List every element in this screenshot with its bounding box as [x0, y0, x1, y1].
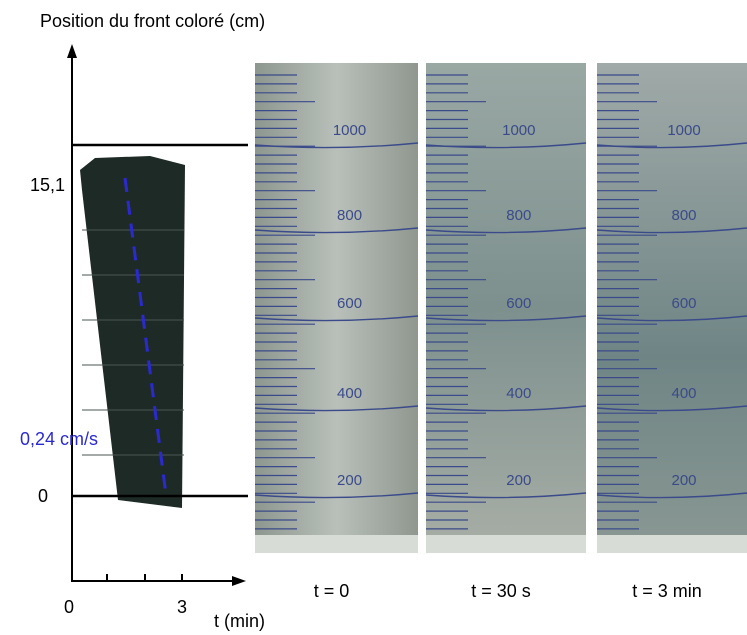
space-time-diagram: [80, 156, 185, 508]
graduation-label: 600: [506, 295, 531, 312]
diagram-lines: [82, 229, 184, 456]
major-graduation: [254, 227, 419, 234]
major-graduation: [425, 315, 587, 322]
major-graduation: [254, 142, 419, 149]
cylinder-bottom: [597, 535, 747, 553]
velocity-line: [123, 177, 168, 496]
graduation-label: 200: [337, 472, 362, 489]
cylinder-bottom: [255, 535, 418, 553]
major-graduation: [254, 492, 419, 499]
photo-caption: t = 3 min: [632, 581, 702, 601]
y-axis-label: Position du front coloré (cm): [40, 11, 265, 31]
y-arrow: [67, 44, 77, 58]
major-graduation: [596, 492, 747, 499]
x-arrow: [232, 576, 246, 586]
graduation-label: 1000: [502, 122, 535, 139]
photo-caption: t = 0: [314, 581, 350, 601]
major-graduation: [596, 405, 747, 412]
cylinder-bottom: [426, 535, 586, 553]
photo-caption: t = 30 s: [471, 581, 531, 601]
graduation-label: 1000: [667, 122, 700, 139]
graduation-label: 200: [506, 472, 531, 489]
x-tick-label: 0: [64, 597, 74, 617]
major-graduation: [425, 492, 587, 499]
major-graduation: [596, 142, 747, 149]
y-tick-label: 15,1: [30, 175, 65, 195]
graduation-label: 800: [337, 207, 362, 224]
major-graduation: [254, 405, 419, 412]
x-axis-label: t (min): [214, 611, 265, 631]
major-graduation: [425, 227, 587, 234]
graduation-label: 800: [506, 207, 531, 224]
graduation-label: 400: [671, 385, 696, 402]
graduation-label: 600: [337, 295, 362, 312]
annotation: 0,24 cm/s: [20, 429, 98, 449]
graduation-label: 1000: [333, 122, 366, 139]
graduation-label: 600: [671, 295, 696, 312]
major-graduation: [596, 227, 747, 234]
major-graduation: [425, 405, 587, 412]
major-graduation: [596, 315, 747, 322]
x-tick-label: 3: [177, 597, 187, 617]
photos: 1000 800 600 400 200 t = 0 1000 800 600 400 200 t =…: [254, 63, 747, 601]
y-tick-label: 0: [38, 486, 48, 506]
graduation-label: 400: [337, 385, 362, 402]
graduation-label: 400: [506, 385, 531, 402]
major-graduation: [254, 315, 419, 322]
x-ticks: [106, 574, 183, 581]
major-graduation: [425, 142, 587, 149]
graduation-label: 800: [671, 207, 696, 224]
graduation-label: 200: [671, 472, 696, 489]
